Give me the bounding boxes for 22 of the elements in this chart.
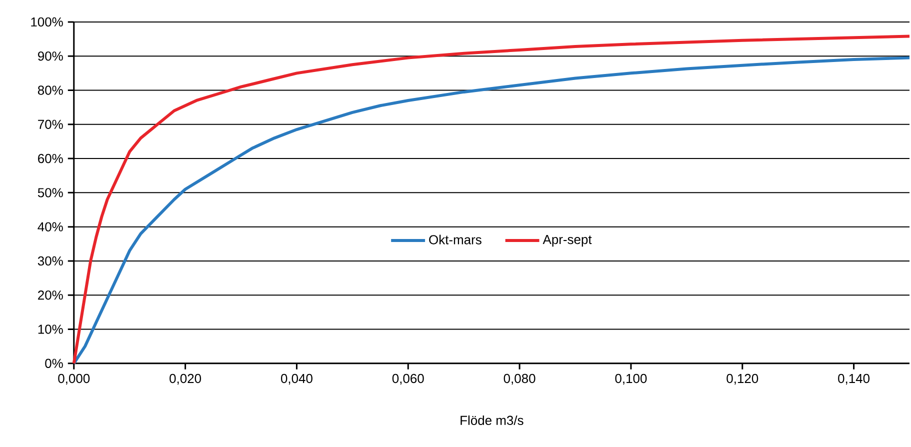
x-tick-label: 0,140 (838, 374, 870, 384)
y-tick-label: 60% (38, 154, 63, 163)
y-tick-label: 10% (38, 324, 63, 334)
y-tick-label: 40% (38, 222, 63, 232)
x-tick-label: 0,100 (615, 374, 647, 384)
x-axis-title: Flöde m3/s (460, 415, 524, 425)
y-tick-label: 30% (38, 256, 63, 266)
x-tick-label: 0,080 (504, 374, 536, 384)
y-tick-label: 90% (38, 51, 63, 61)
x-tick-label: 0,040 (280, 374, 312, 384)
x-tick-label: 0,000 (58, 374, 90, 384)
legend-label: Okt-mars (429, 234, 482, 244)
legend-label: Apr-sept (542, 234, 592, 247)
y-tick-label: 20% (38, 290, 63, 300)
y-tick-label: 80% (38, 86, 63, 95)
y-tick-label: 100% (31, 17, 63, 26)
y-tick-label: 70% (38, 120, 63, 129)
x-tick-label: 0,060 (392, 374, 424, 384)
x-tick-label: 0,120 (726, 374, 758, 384)
y-tick-label: 0% (45, 358, 63, 368)
x-tick-label: 0,020 (170, 374, 202, 384)
y-tick-label: 50% (38, 188, 63, 198)
